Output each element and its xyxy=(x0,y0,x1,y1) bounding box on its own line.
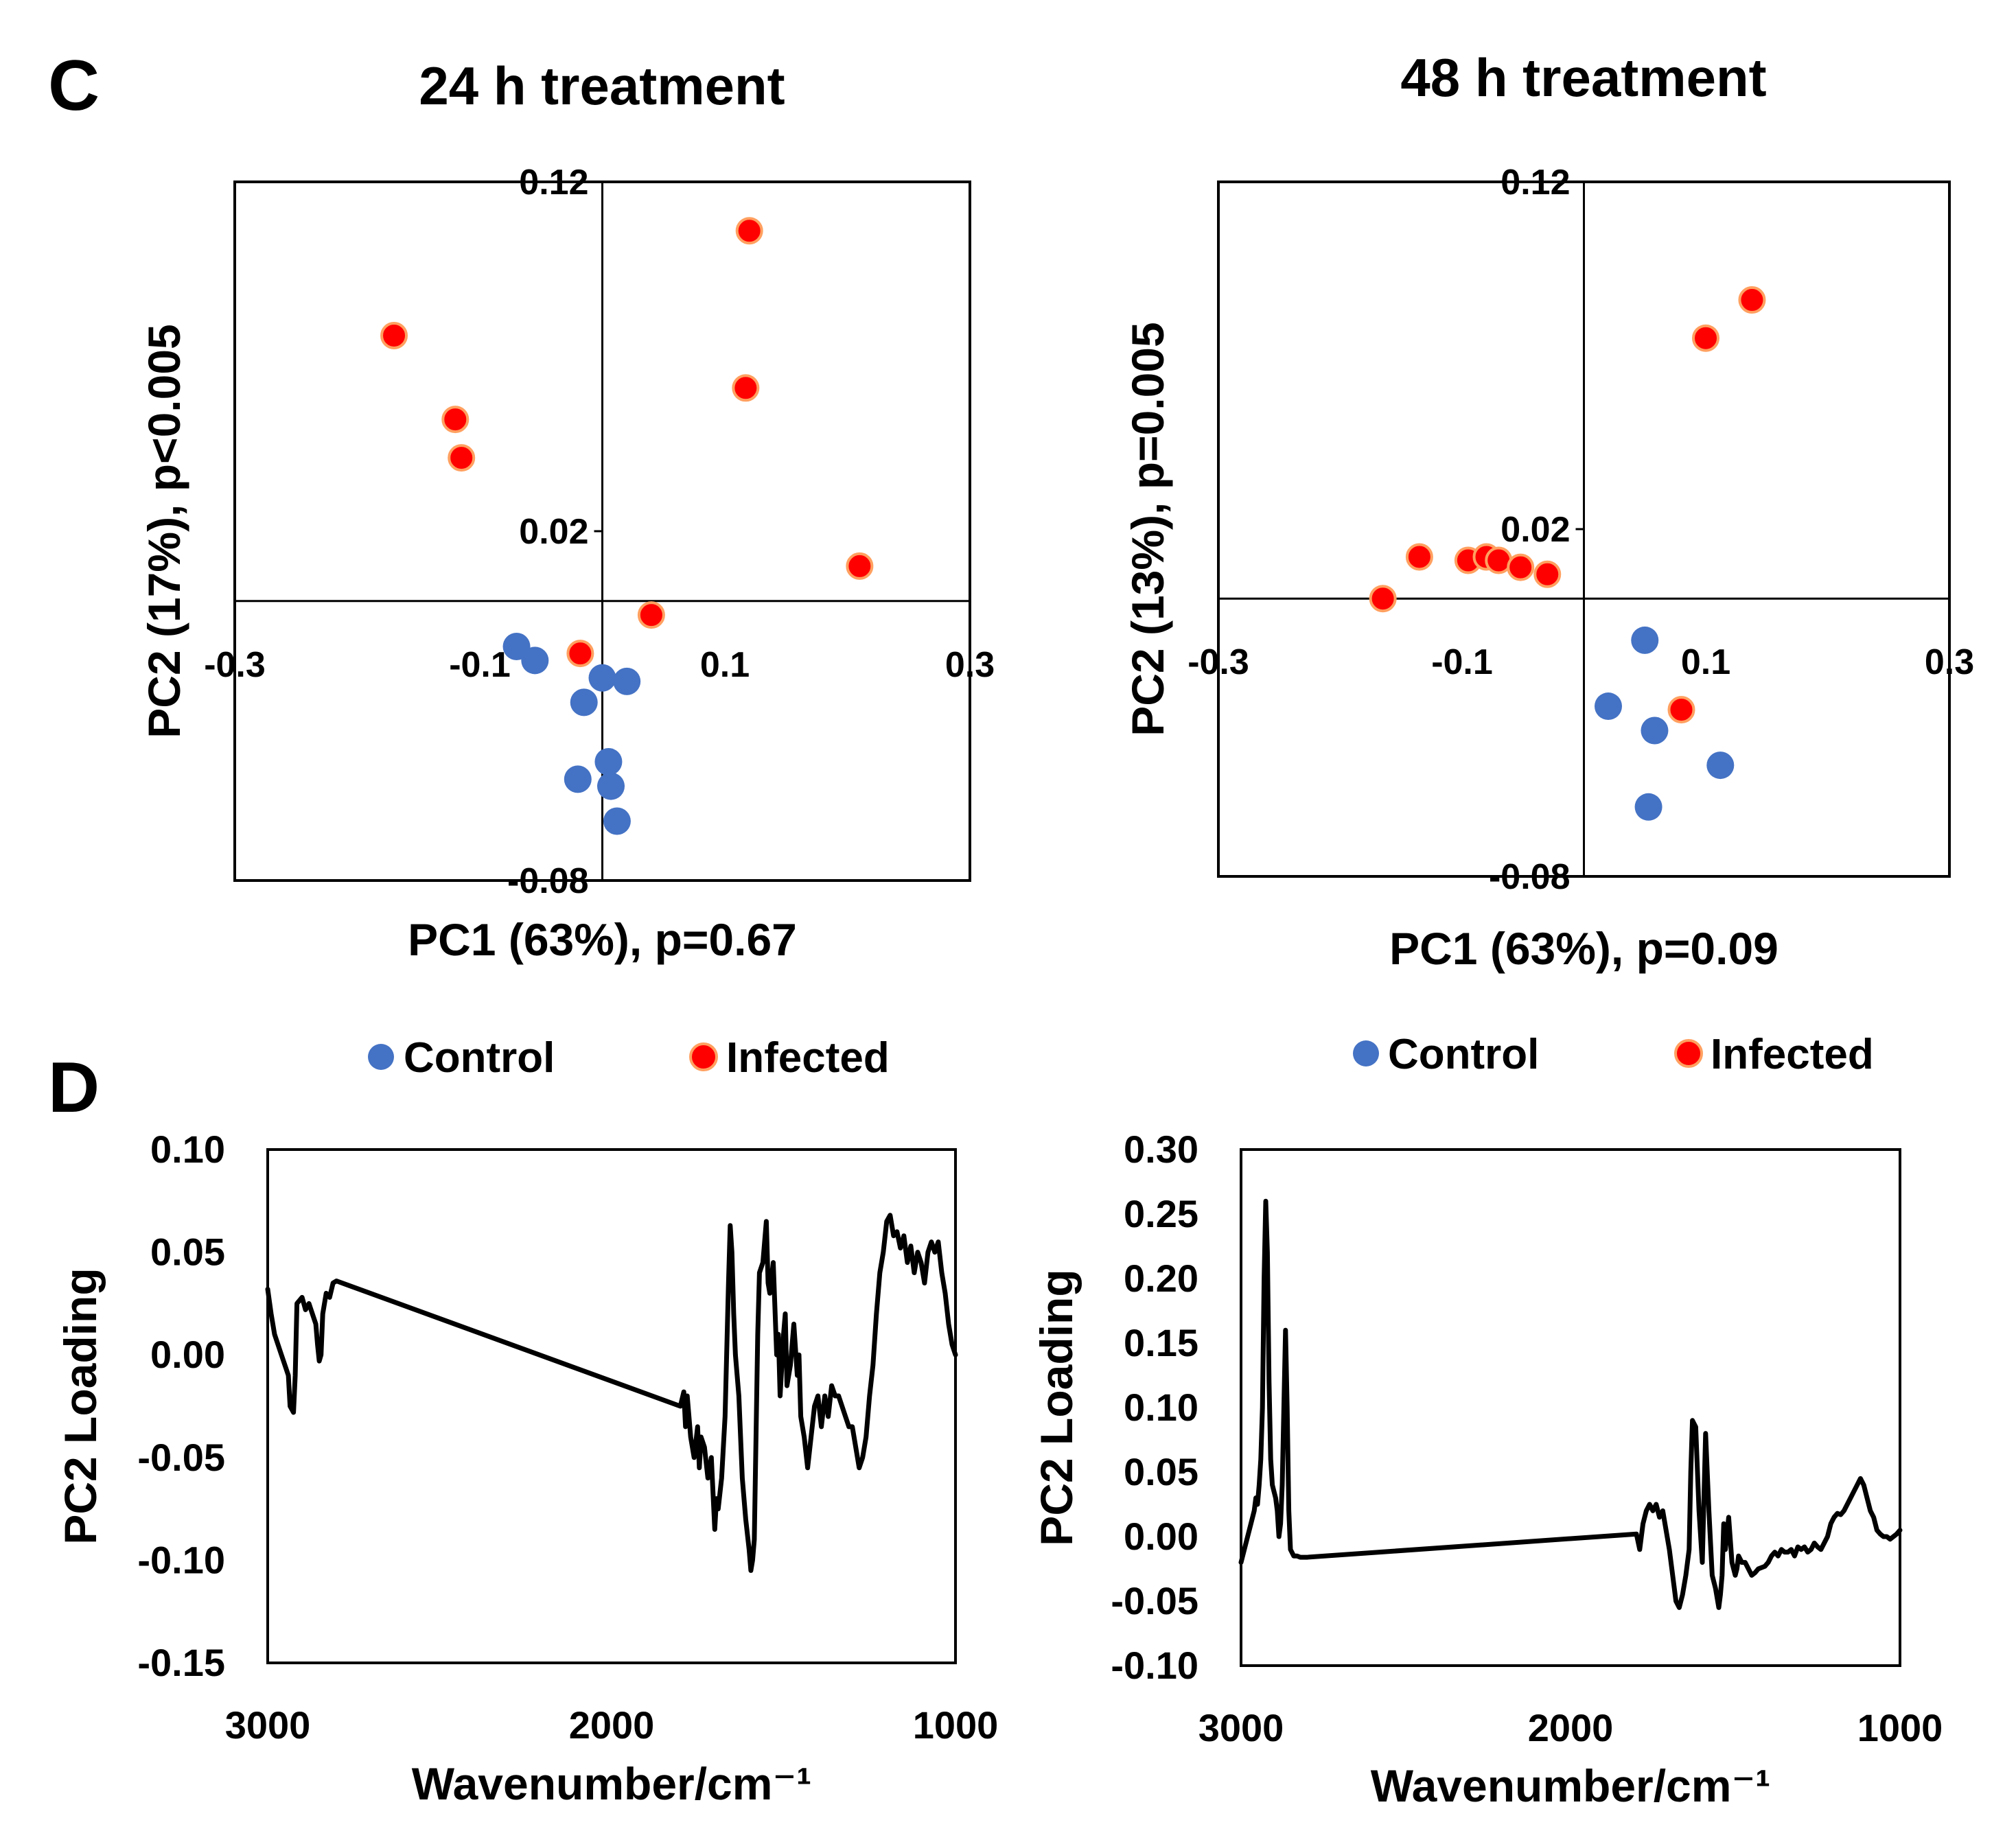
control-point xyxy=(603,807,631,835)
legend-infected-marker xyxy=(689,1042,718,1071)
legend-control-marker xyxy=(1353,1040,1379,1066)
infected-point xyxy=(380,321,408,349)
y-tick-label: 0.25 xyxy=(1124,1192,1198,1235)
infected-point xyxy=(846,552,874,580)
y-axis-label: PC2 (17%), p<0.005 xyxy=(139,324,189,738)
y-tick-label: 0.30 xyxy=(1124,1128,1198,1171)
infected-point xyxy=(735,217,763,245)
control-point xyxy=(570,688,598,716)
plot-frame xyxy=(1240,1148,1901,1667)
control-point xyxy=(564,765,592,793)
y-axis-label: PC2 Loading xyxy=(1031,1269,1082,1546)
x-tick-label: 3000 xyxy=(1198,1706,1284,1749)
loading-48h-chart: 0.30 0.25 0.20 0.15 0.10 0.05 0.00 -0.05 -0.1030… xyxy=(1031,1128,1943,1811)
y-tick-label: 0.00 xyxy=(150,1333,225,1376)
y-axis-label: PC2 Loading xyxy=(55,1268,106,1544)
x-tick-label: 0.1 xyxy=(700,645,750,685)
y-tick-label: -0.10 xyxy=(137,1538,225,1581)
chart-title: 24 h treatment xyxy=(419,56,785,116)
x-axis-label: Wavenumber/cm⁻¹ xyxy=(1371,1760,1771,1811)
control-point xyxy=(1706,751,1735,780)
y-tick-label: 0.02 xyxy=(519,512,588,552)
y-tick-label: 0.15 xyxy=(1124,1321,1198,1364)
legend-infected-marker xyxy=(1674,1039,1703,1068)
panel-letter-c: C xyxy=(48,46,100,126)
plot-frame xyxy=(266,1148,957,1664)
control-point xyxy=(521,646,549,675)
y-axis-label: PC2 (13%), p=0.005 xyxy=(1122,322,1173,736)
infected-point xyxy=(1405,543,1433,571)
y-tick-label: -0.05 xyxy=(137,1436,225,1479)
control-point xyxy=(1641,716,1669,745)
control-point xyxy=(596,772,625,800)
x-tick-label: -0.3 xyxy=(1187,642,1249,682)
control-point xyxy=(1634,793,1662,821)
pca-24h-chart: 24 h treatment -0.3 -0.1 0.1 0.3 0.12 0.02 -0.0… xyxy=(139,56,995,965)
x-tick-label: 1000 xyxy=(913,1703,999,1747)
x-tick-label: -0.1 xyxy=(1431,642,1493,682)
infected-point xyxy=(1507,553,1535,581)
x-tick-label: 0.3 xyxy=(945,645,995,685)
panel-letter-d: D xyxy=(48,1048,100,1128)
legend-24h: Control Infected xyxy=(368,1034,890,1082)
infected-point xyxy=(441,406,470,434)
legend-48h: Control Infected xyxy=(1353,1031,1874,1078)
infected-point xyxy=(448,444,476,472)
x-tick-label: 2000 xyxy=(569,1703,655,1747)
x-tick-label: 3000 xyxy=(225,1703,311,1747)
loading-line xyxy=(1238,1198,1903,1610)
control-point xyxy=(1631,626,1659,654)
y-tick-label: 0.12 xyxy=(1501,163,1570,202)
x-axis-label: PC1 (63%), p=0.67 xyxy=(408,914,797,965)
infected-point xyxy=(732,374,760,402)
x-tick-label: -0.1 xyxy=(449,645,511,685)
control-point xyxy=(594,747,623,776)
y-tick-label: 0.05 xyxy=(150,1231,225,1274)
infected-point xyxy=(637,601,665,629)
legend-infected-label: Infected xyxy=(726,1034,890,1082)
y-tick-label: 0.00 xyxy=(1124,1515,1198,1558)
control-point xyxy=(1595,692,1622,721)
infected-point xyxy=(1369,585,1397,613)
y-tick-label: 0.12 xyxy=(519,163,588,202)
legend-control-marker xyxy=(368,1044,394,1070)
y-tick-label: 0.20 xyxy=(1124,1257,1198,1300)
y-tick-label: 0.10 xyxy=(1124,1386,1198,1429)
infected-point xyxy=(1533,560,1562,588)
x-tick-label: 1000 xyxy=(1857,1706,1943,1749)
control-point xyxy=(588,664,616,692)
pca-48h-chart: 48 h treatment -0.3 -0.1 0.1 0.3 0.12 0.02 -0.0… xyxy=(1122,47,1974,974)
loading-line xyxy=(265,1213,958,1573)
x-tick-label: 0.1 xyxy=(1681,642,1730,682)
legend-infected-label: Infected xyxy=(1711,1031,1874,1078)
y-tick-label: 0.10 xyxy=(150,1128,225,1171)
y-tick-label: 0.05 xyxy=(1124,1450,1198,1493)
x-tick-label: 2000 xyxy=(1528,1706,1614,1749)
chart-title: 48 h treatment xyxy=(1400,47,1766,108)
y-tick-label: -0.15 xyxy=(137,1641,225,1684)
x-axis-label: PC1 (63%), p=0.09 xyxy=(1389,923,1779,974)
legend-control-label: Control xyxy=(404,1034,555,1082)
infected-point xyxy=(1692,324,1719,352)
y-tick-label: 0.02 xyxy=(1501,510,1570,550)
y-tick-label: -0.10 xyxy=(1111,1644,1198,1687)
x-axis-label: Wavenumber/cm⁻¹ xyxy=(412,1758,812,1809)
infected-point xyxy=(1738,286,1766,314)
infected-point xyxy=(1667,696,1695,724)
infected-point xyxy=(566,640,594,668)
legend-control-label: Control xyxy=(1388,1031,1539,1078)
y-tick-label: -0.08 xyxy=(507,861,589,901)
control-point xyxy=(613,667,641,695)
y-tick-label: -0.05 xyxy=(1111,1579,1198,1622)
y-tick-label: -0.08 xyxy=(1489,857,1571,897)
x-tick-label: -0.3 xyxy=(204,645,266,685)
x-tick-label: 0.3 xyxy=(1925,642,1974,682)
